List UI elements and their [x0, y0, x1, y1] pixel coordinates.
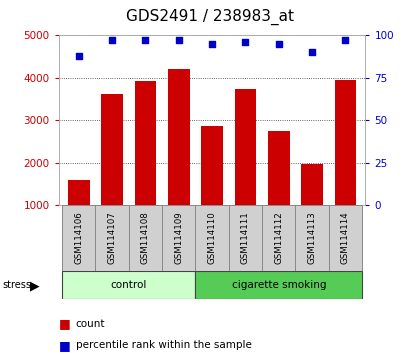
Text: GSM114106: GSM114106: [74, 212, 83, 264]
Bar: [62, 271, 195, 299]
Bar: [168, 69, 189, 205]
Text: GSM114107: GSM114107: [108, 212, 117, 264]
Point: [142, 38, 149, 43]
Bar: [95, 205, 129, 271]
Text: control: control: [110, 280, 147, 290]
Bar: [301, 164, 323, 205]
Bar: [229, 205, 262, 271]
Text: GSM114113: GSM114113: [307, 212, 317, 264]
Bar: [329, 205, 362, 271]
Point: [276, 41, 282, 47]
Text: GSM114108: GSM114108: [141, 212, 150, 264]
Bar: [195, 271, 362, 299]
Point: [209, 41, 215, 47]
Bar: [162, 205, 195, 271]
Bar: [335, 80, 356, 205]
Text: percentile rank within the sample: percentile rank within the sample: [76, 340, 252, 350]
Bar: [129, 205, 162, 271]
Text: ▶: ▶: [30, 280, 40, 292]
Bar: [195, 205, 229, 271]
Point: [176, 38, 182, 43]
Bar: [68, 180, 89, 205]
Text: GDS2491 / 238983_at: GDS2491 / 238983_at: [126, 9, 294, 25]
Bar: [201, 126, 223, 205]
Text: ■: ■: [59, 339, 71, 352]
Text: cigarette smoking: cigarette smoking: [231, 280, 326, 290]
Text: GSM114114: GSM114114: [341, 212, 350, 264]
Bar: [262, 205, 295, 271]
Bar: [135, 81, 156, 205]
Point: [342, 38, 349, 43]
Text: GSM114112: GSM114112: [274, 212, 283, 264]
Text: stress: stress: [2, 280, 31, 290]
Bar: [268, 131, 289, 205]
Text: GSM114111: GSM114111: [241, 212, 250, 264]
Text: GSM114109: GSM114109: [174, 212, 183, 264]
Bar: [295, 205, 329, 271]
Bar: [235, 89, 256, 205]
Text: GSM114110: GSM114110: [207, 212, 217, 264]
Text: count: count: [76, 319, 105, 329]
Point: [242, 39, 249, 45]
Point: [309, 50, 315, 55]
Bar: [62, 205, 95, 271]
Point: [76, 53, 82, 59]
Text: ■: ■: [59, 318, 71, 330]
Point: [109, 38, 116, 43]
Bar: [101, 94, 123, 205]
